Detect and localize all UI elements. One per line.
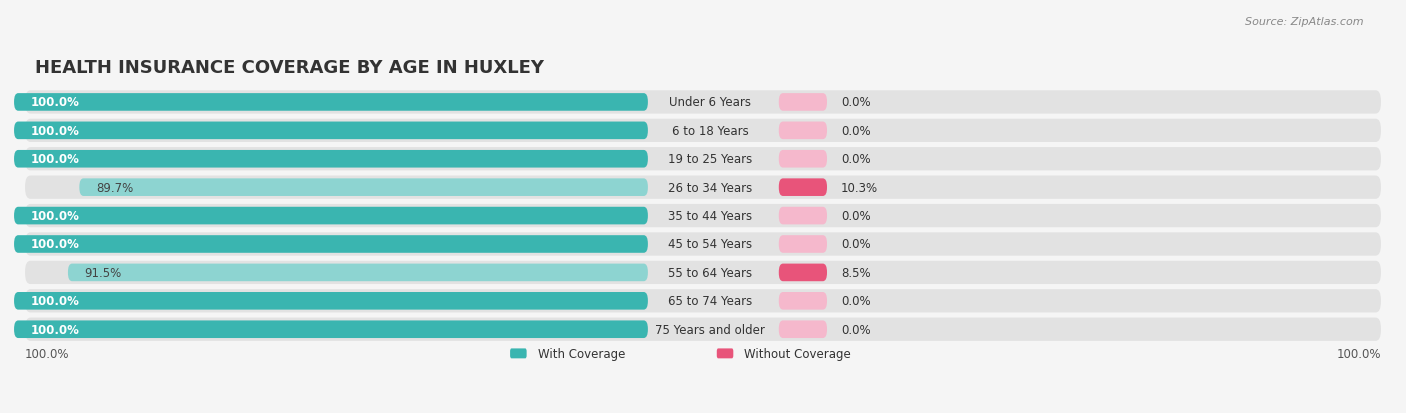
- FancyBboxPatch shape: [25, 119, 1381, 142]
- Text: HEALTH INSURANCE COVERAGE BY AGE IN HUXLEY: HEALTH INSURANCE COVERAGE BY AGE IN HUXL…: [35, 59, 544, 77]
- Text: 100.0%: 100.0%: [1337, 347, 1381, 360]
- FancyBboxPatch shape: [14, 207, 648, 225]
- FancyBboxPatch shape: [779, 151, 827, 168]
- Text: 0.0%: 0.0%: [841, 153, 870, 166]
- Text: 19 to 25 Years: 19 to 25 Years: [668, 153, 752, 166]
- FancyBboxPatch shape: [25, 204, 1381, 228]
- FancyBboxPatch shape: [14, 320, 648, 338]
- Text: 0.0%: 0.0%: [841, 125, 870, 138]
- FancyBboxPatch shape: [779, 207, 827, 225]
- FancyBboxPatch shape: [25, 148, 1381, 171]
- FancyBboxPatch shape: [25, 318, 1381, 341]
- Text: 100.0%: 100.0%: [31, 96, 80, 109]
- FancyBboxPatch shape: [25, 176, 1381, 199]
- Text: 100.0%: 100.0%: [31, 294, 80, 308]
- Text: 35 to 44 Years: 35 to 44 Years: [668, 209, 752, 223]
- Text: 8.5%: 8.5%: [841, 266, 870, 279]
- Text: 65 to 74 Years: 65 to 74 Years: [668, 294, 752, 308]
- FancyBboxPatch shape: [779, 235, 827, 253]
- FancyBboxPatch shape: [25, 91, 1381, 114]
- Text: 10.3%: 10.3%: [841, 181, 877, 194]
- FancyBboxPatch shape: [14, 292, 648, 310]
- Text: 100.0%: 100.0%: [31, 209, 80, 223]
- Text: 100.0%: 100.0%: [31, 238, 80, 251]
- Text: With Coverage: With Coverage: [537, 347, 626, 360]
- Text: 0.0%: 0.0%: [841, 96, 870, 109]
- Text: 0.0%: 0.0%: [841, 294, 870, 308]
- Text: 91.5%: 91.5%: [84, 266, 122, 279]
- FancyBboxPatch shape: [14, 94, 648, 112]
- Text: 100.0%: 100.0%: [31, 323, 80, 336]
- Text: 100.0%: 100.0%: [25, 347, 69, 360]
- Text: 0.0%: 0.0%: [841, 238, 870, 251]
- FancyBboxPatch shape: [14, 151, 648, 168]
- FancyBboxPatch shape: [779, 264, 827, 282]
- FancyBboxPatch shape: [25, 290, 1381, 313]
- FancyBboxPatch shape: [25, 233, 1381, 256]
- FancyBboxPatch shape: [717, 349, 734, 358]
- FancyBboxPatch shape: [14, 122, 648, 140]
- Text: 6 to 18 Years: 6 to 18 Years: [672, 125, 748, 138]
- FancyBboxPatch shape: [14, 235, 648, 253]
- Text: 89.7%: 89.7%: [96, 181, 134, 194]
- Text: 45 to 54 Years: 45 to 54 Years: [668, 238, 752, 251]
- Text: Under 6 Years: Under 6 Years: [669, 96, 751, 109]
- Text: 100.0%: 100.0%: [31, 125, 80, 138]
- FancyBboxPatch shape: [779, 320, 827, 338]
- Text: 55 to 64 Years: 55 to 64 Years: [668, 266, 752, 279]
- Text: 26 to 34 Years: 26 to 34 Years: [668, 181, 752, 194]
- Text: 100.0%: 100.0%: [31, 153, 80, 166]
- FancyBboxPatch shape: [67, 264, 648, 282]
- Text: Source: ZipAtlas.com: Source: ZipAtlas.com: [1246, 17, 1364, 26]
- FancyBboxPatch shape: [79, 179, 648, 197]
- Text: 0.0%: 0.0%: [841, 323, 870, 336]
- FancyBboxPatch shape: [779, 292, 827, 310]
- Text: 75 Years and older: 75 Years and older: [655, 323, 765, 336]
- FancyBboxPatch shape: [510, 349, 527, 358]
- FancyBboxPatch shape: [25, 261, 1381, 285]
- FancyBboxPatch shape: [779, 122, 827, 140]
- FancyBboxPatch shape: [779, 179, 827, 197]
- FancyBboxPatch shape: [779, 94, 827, 112]
- Text: Without Coverage: Without Coverage: [744, 347, 851, 360]
- Text: 0.0%: 0.0%: [841, 209, 870, 223]
